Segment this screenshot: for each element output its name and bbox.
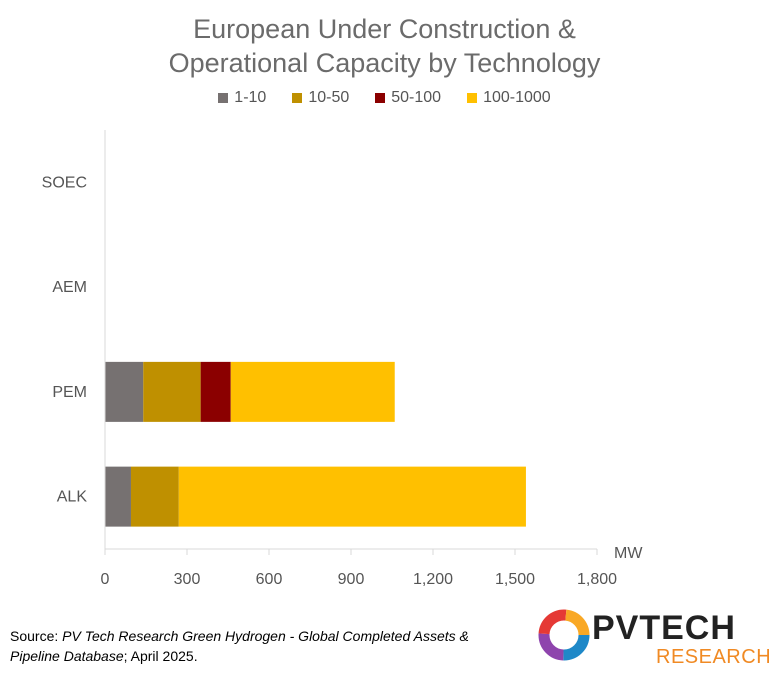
x-tick-label: 1,200 (413, 571, 453, 588)
bar-alk-100-1000 (178, 466, 526, 527)
legend-swatch (218, 93, 229, 103)
source-prefix: Source: (10, 628, 63, 644)
source-database: PV Tech Research Green Hydrogen - Global… (10, 628, 469, 664)
source-note: Source: PV Tech Research Green Hydrogen … (10, 626, 510, 666)
x-axis-unit-label: MW (614, 545, 643, 562)
bar-alk-10-50 (130, 466, 179, 527)
bar-pem-50-100 (200, 361, 231, 422)
logo-wordmark: PVTECH (592, 609, 736, 647)
category-label-alk: ALK (57, 489, 88, 506)
chart-legend: 1-10 10-50 50-100 100-1000 (0, 89, 769, 107)
pvtech-logo: PVTECH RESEARCH (536, 602, 769, 672)
x-tick-label: 1,500 (495, 571, 535, 588)
bar-pem-1-10 (105, 361, 144, 422)
bar-alk-1-10 (105, 466, 131, 527)
legend-swatch (375, 93, 386, 103)
bar-pem-10-50 (143, 361, 201, 422)
legend-swatch (467, 93, 478, 103)
x-tick-label: 900 (338, 571, 365, 588)
category-label-soec: SOEC (42, 174, 87, 191)
chart-plot: SOEC AEM PEM ALK 0 300 600 900 1,200 1,500 1,800 MW (42, 130, 643, 588)
category-label-pem: PEM (52, 384, 87, 401)
source-date: ; April 2025. (123, 648, 198, 664)
legend-label: 1-10 (234, 89, 267, 106)
legend-swatch (292, 93, 303, 103)
legend-item-10-50: 10-50 (292, 89, 349, 107)
legend-label: 50-100 (391, 89, 442, 106)
chart-title-line-1: European Under Construction & (193, 14, 576, 44)
legend-item-100-1000: 100-1000 (467, 89, 551, 107)
legend-item-1-10: 1-10 (218, 89, 266, 107)
chart-title: European Under Construction & Operationa… (0, 12, 769, 80)
x-tick-label: 1,800 (577, 571, 617, 588)
chart-title-line-2: Operational Capacity by Technology (168, 48, 601, 78)
pvtech-ring-icon (538, 609, 590, 661)
logo-subtitle: RESEARCH (656, 646, 769, 668)
x-tick-label: 600 (256, 571, 283, 588)
category-label-aem: AEM (52, 279, 87, 296)
x-tick-label: 0 (101, 571, 110, 588)
legend-label: 100-1000 (483, 89, 551, 106)
bar-pem-100-1000 (230, 361, 395, 422)
x-tick-label: 300 (174, 571, 201, 588)
legend-item-50-100: 50-100 (375, 89, 441, 107)
legend-label: 10-50 (308, 89, 350, 106)
